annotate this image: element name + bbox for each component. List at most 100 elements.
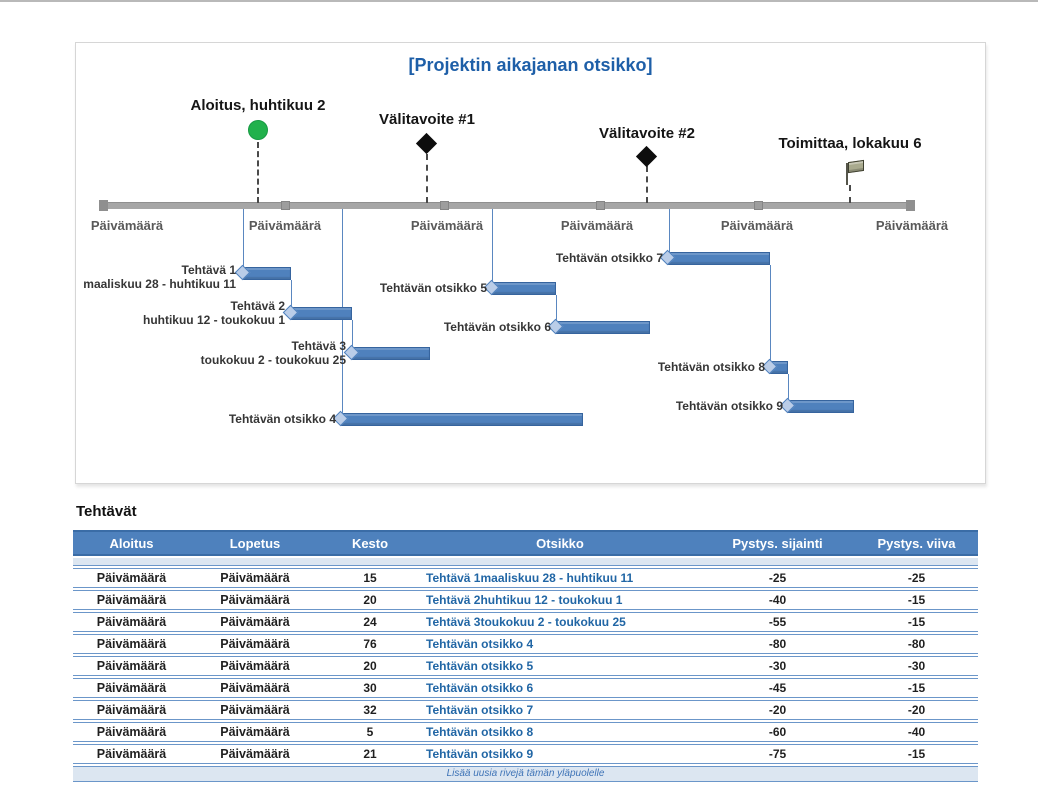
task-bar	[341, 413, 583, 426]
table-row: Päivämäärä Päivämäärä 20 Tehtävän otsikko 5…	[73, 656, 978, 676]
cell-lopetus[interactable]: Päivämäärä	[220, 637, 290, 651]
cell-pystys-sijainti[interactable]: -30	[768, 659, 787, 673]
milestone-circle-icon	[248, 120, 268, 140]
cell-pystys-sijainti[interactable]: -75	[768, 747, 787, 761]
timeline-tick	[754, 201, 763, 210]
column-header-6[interactable]: Pystys. viiva	[877, 535, 956, 551]
column-header-1[interactable]: Aloitus	[109, 535, 154, 551]
task-label[interactable]: Tehtävän otsikko 6	[311, 320, 551, 334]
cell-aloitus[interactable]: Päivämäärä	[96, 615, 167, 629]
cell-pystys-sijainti[interactable]: -45	[768, 681, 787, 695]
table-row: Päivämäärä Päivämäärä 24 Tehtävä 3toukokuu …	[73, 612, 978, 632]
cell-pystys-viiva[interactable]: -20	[907, 703, 926, 717]
axis-date-label[interactable]: Päivämäärä	[875, 218, 949, 233]
cell-aloitus[interactable]: Päivämäärä	[96, 725, 167, 739]
cell-pystys-viiva[interactable]: -15	[907, 593, 926, 607]
column-header-3[interactable]: Kesto	[351, 535, 389, 551]
task-label[interactable]: Tehtävä 1 maaliskuu 28 - huhtikuu 11	[0, 263, 236, 291]
task-label[interactable]: Tehtävän otsikko 7	[423, 251, 663, 265]
cell-kesto[interactable]: 24	[363, 615, 377, 629]
cell-aloitus[interactable]: Päivämäärä	[96, 703, 167, 717]
task-label[interactable]: Tehtävän otsikko 8	[525, 360, 765, 374]
milestone-label[interactable]: Toimittaa, lokakuu 6	[778, 135, 922, 152]
milestone-label[interactable]: Välitavoite #2	[599, 125, 695, 142]
axis-date-label[interactable]: Päivämäärä	[90, 218, 164, 233]
table-footer-row[interactable]: Lisää uusia rivejä tämän yläpuolelle	[73, 766, 978, 782]
milestone-label[interactable]: Aloitus, huhtikuu 2	[190, 97, 326, 114]
cell-pystys-sijainti[interactable]: -55	[768, 615, 787, 629]
column-header-4[interactable]: Otsikko	[536, 535, 584, 551]
task-label[interactable]: Tehtävän otsikko 4	[96, 412, 336, 426]
task-bar	[352, 347, 430, 360]
cell-otsikko[interactable]: Tehtävä 3toukokuu 2 - toukokuu 25	[426, 615, 626, 629]
cell-otsikko[interactable]: Tehtävä 1maaliskuu 28 - huhtikuu 11	[426, 571, 634, 585]
task-label[interactable]: Tehtävä 3 toukokuu 2 - toukokuu 25	[106, 339, 346, 367]
cell-aloitus[interactable]: Päivämäärä	[96, 747, 167, 761]
cell-lopetus[interactable]: Päivämäärä	[220, 571, 290, 585]
cell-otsikko[interactable]: Tehtävän otsikko 8	[426, 725, 534, 739]
table-row: Päivämäärä Päivämäärä 30 Tehtävän otsikko 6…	[73, 678, 978, 698]
cell-kesto[interactable]: 20	[363, 659, 377, 673]
task-bar	[668, 252, 770, 265]
cell-lopetus[interactable]: Päivämäärä	[220, 615, 290, 629]
cell-lopetus[interactable]: Päivämäärä	[220, 681, 290, 695]
cell-otsikko[interactable]: Tehtävä 2huhtikuu 12 - toukokuu 1	[426, 593, 623, 607]
timeline-endcap-right	[906, 200, 915, 211]
task-bar	[556, 321, 650, 334]
cell-aloitus[interactable]: Päivämäärä	[96, 593, 167, 607]
cell-pystys-sijainti[interactable]: -40	[768, 593, 787, 607]
cell-otsikko[interactable]: Tehtävän otsikko 9	[426, 747, 534, 761]
cell-pystys-viiva[interactable]: -15	[907, 747, 926, 761]
cell-aloitus[interactable]: Päivämäärä	[96, 681, 167, 695]
cell-pystys-viiva[interactable]: -30	[907, 659, 926, 673]
axis-date-label[interactable]: Päivämäärä	[410, 218, 484, 233]
cell-pystys-sijainti[interactable]: -80	[768, 637, 787, 651]
cell-lopetus[interactable]: Päivämäärä	[220, 593, 290, 607]
cell-lopetus[interactable]: Päivämäärä	[220, 659, 290, 673]
cell-otsikko[interactable]: Tehtävän otsikko 4	[426, 637, 534, 651]
cell-kesto[interactable]: 76	[363, 637, 377, 651]
cell-kesto[interactable]: 5	[366, 725, 374, 739]
cell-otsikko[interactable]: Tehtävän otsikko 7	[426, 703, 534, 717]
task-label[interactable]: Tehtävä 2 huhtikuu 12 - toukokuu 1	[45, 299, 285, 327]
cell-aloitus[interactable]: Päivämäärä	[96, 571, 167, 585]
cell-pystys-viiva[interactable]: -40	[907, 725, 926, 739]
table-row: Päivämäärä Päivämäärä 15 Tehtävä 1maaliskuu…	[73, 568, 978, 588]
task-label[interactable]: Tehtävän otsikko 9	[543, 399, 783, 413]
cell-otsikko[interactable]: Tehtävän otsikko 5	[426, 659, 534, 673]
cell-pystys-sijainti[interactable]: -20	[768, 703, 787, 717]
cell-kesto[interactable]: 21	[363, 747, 377, 761]
cell-aloitus[interactable]: Päivämäärä	[96, 659, 167, 673]
cell-kesto[interactable]: 20	[363, 593, 377, 607]
axis-date-label[interactable]: Päivämäärä	[720, 218, 794, 233]
column-header-5[interactable]: Pystys. sijainti	[732, 535, 823, 551]
task-connector-line	[770, 265, 771, 361]
cell-lopetus[interactable]: Päivämäärä	[220, 703, 290, 717]
cell-pystys-viiva[interactable]: -25	[907, 571, 926, 585]
axis-date-label[interactable]: Päivämäärä	[248, 218, 322, 233]
cell-pystys-viiva[interactable]: -80	[907, 637, 926, 651]
cell-aloitus[interactable]: Päivämäärä	[96, 637, 167, 651]
cell-lopetus[interactable]: Päivämäärä	[220, 747, 290, 761]
task-bar	[291, 307, 352, 320]
cell-kesto[interactable]: 15	[363, 571, 377, 585]
task-label[interactable]: Tehtävän otsikko 5	[247, 281, 487, 295]
chart-title[interactable]: [Projektin aikajanan otsikko]	[408, 55, 653, 75]
task-connector-line	[492, 209, 493, 282]
milestone-leader-line	[646, 166, 648, 203]
cell-kesto[interactable]: 32	[363, 703, 377, 717]
cell-pystys-sijainti[interactable]: -25	[768, 571, 787, 585]
timeline-endcap-left	[99, 200, 108, 211]
table-row: Päivämäärä Päivämäärä 20 Tehtävä 2huhtikuu …	[73, 590, 978, 610]
cell-lopetus[interactable]: Päivämäärä	[220, 725, 290, 739]
axis-date-label[interactable]: Päivämäärä	[560, 218, 634, 233]
cell-pystys-viiva[interactable]: -15	[907, 681, 926, 695]
cell-pystys-sijainti[interactable]: -60	[768, 725, 787, 739]
milestone-label[interactable]: Välitavoite #1	[379, 111, 475, 128]
cell-kesto[interactable]: 30	[363, 681, 377, 695]
column-header-2[interactable]: Lopetus	[229, 535, 281, 551]
cell-otsikko[interactable]: Tehtävän otsikko 6	[426, 681, 534, 695]
task-title: Tehtävän otsikko 8	[657, 360, 765, 374]
milestone-leader-line	[426, 154, 428, 203]
cell-pystys-viiva[interactable]: -15	[907, 615, 926, 629]
